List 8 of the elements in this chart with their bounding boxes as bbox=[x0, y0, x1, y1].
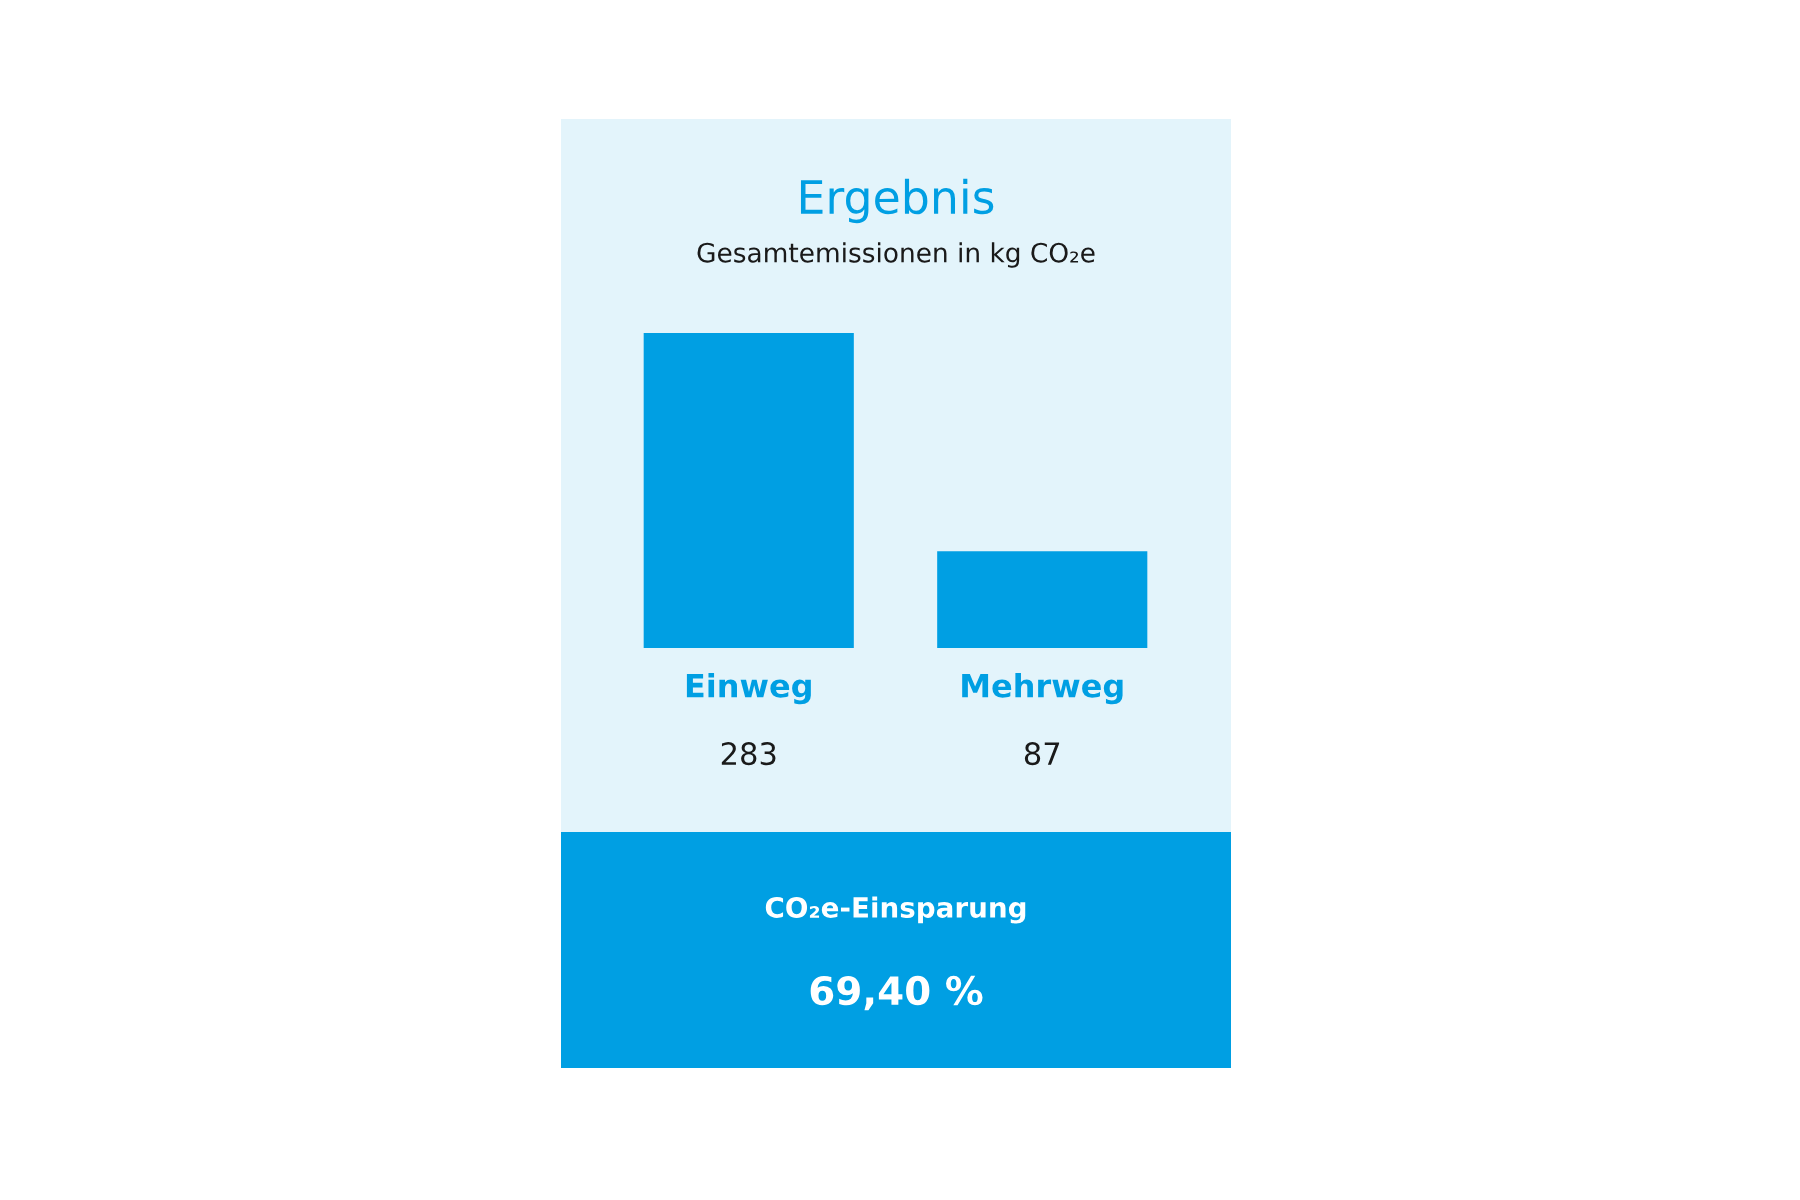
x-tick-label: Einweg bbox=[686, 673, 811, 705]
x-tick-label: Mehrweg bbox=[962, 673, 1123, 705]
chart-subtitle: Gesamtemissionen in kg CO₂e bbox=[697, 242, 1095, 268]
chart-title: Ergebnis bbox=[800, 178, 994, 224]
data-label: 87 bbox=[1024, 742, 1060, 766]
data-label: 283 bbox=[721, 742, 776, 766]
text: 69,40 % bbox=[810, 975, 983, 1011]
text: CO₂e-Einsparung bbox=[765, 896, 1026, 924]
